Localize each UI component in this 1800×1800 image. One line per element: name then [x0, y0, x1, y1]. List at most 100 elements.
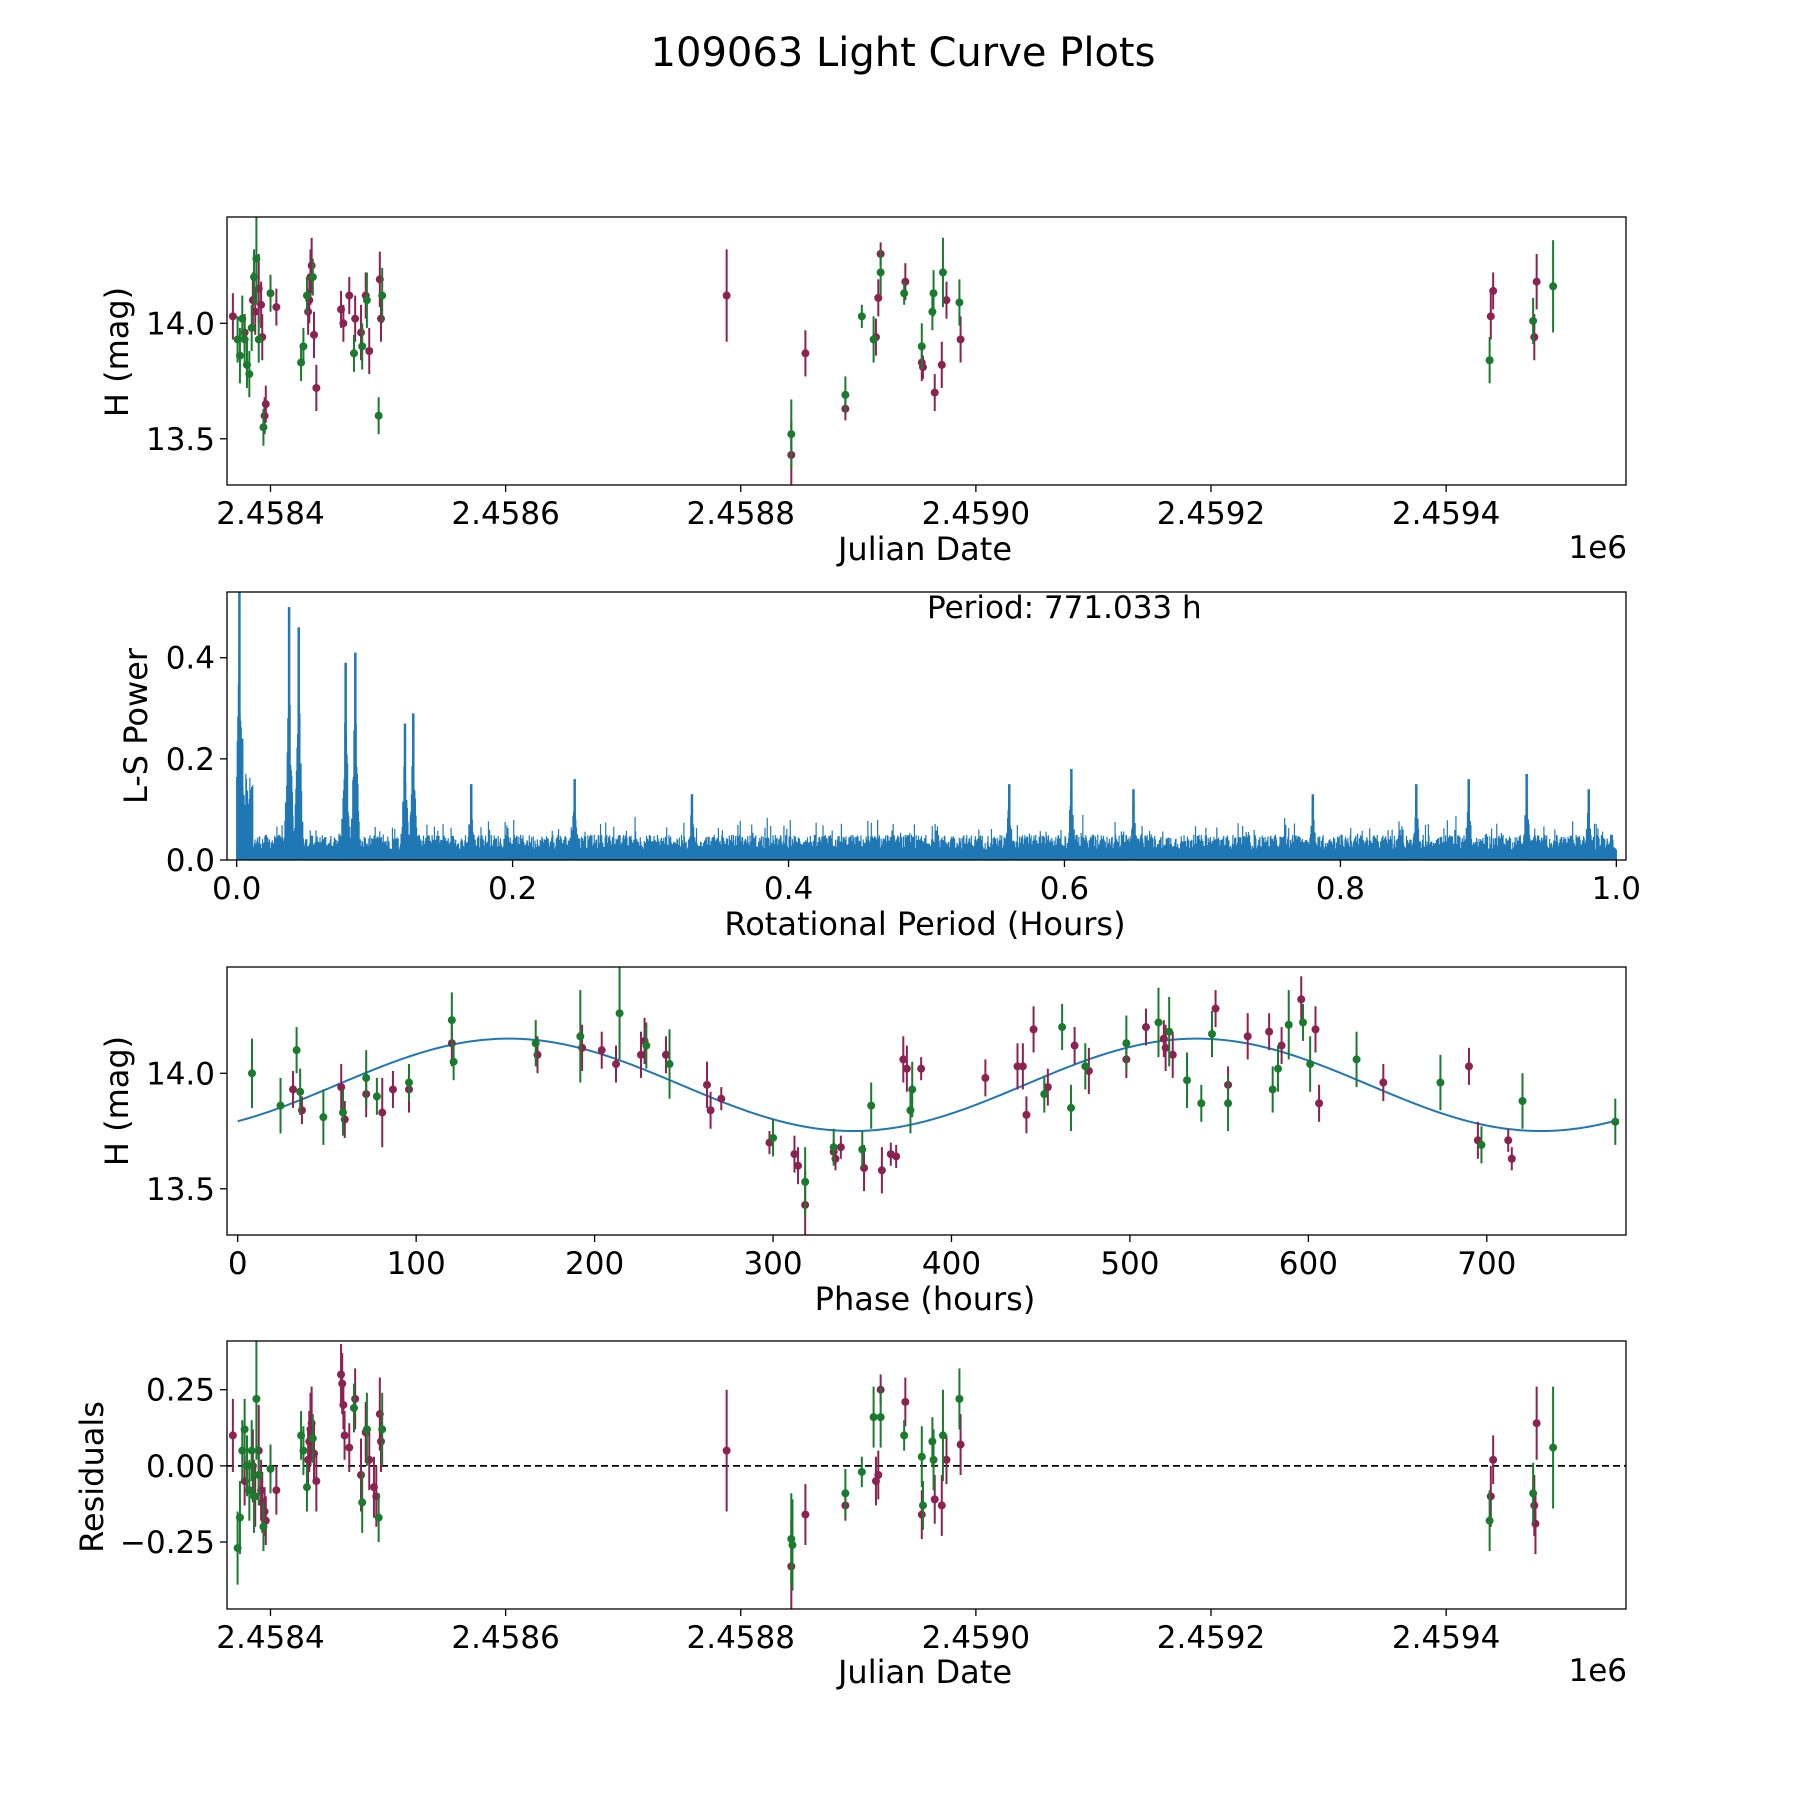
data-point-green	[245, 1486, 254, 1495]
x-tick-label: 2.4584	[216, 1620, 324, 1656]
data-point-maroon	[1141, 1023, 1150, 1032]
data-point-maroon	[1530, 333, 1539, 342]
data-point-green	[254, 1471, 263, 1479]
data-point-maroon	[272, 303, 281, 312]
data-point-green	[1284, 1020, 1293, 1029]
data-point-green	[1268, 1085, 1277, 1094]
data-point-green	[867, 1101, 876, 1110]
data-point-maroon	[377, 314, 386, 323]
data-point-green	[900, 289, 909, 298]
data-point-maroon	[790, 1150, 799, 1159]
data-point-maroon	[351, 314, 360, 323]
data-point-green	[308, 1434, 317, 1443]
data-point-green	[906, 1106, 915, 1115]
axes-frame	[226, 216, 1627, 486]
x-tick-label: 2.4590	[922, 1620, 1030, 1656]
data-point-maroon	[307, 261, 316, 270]
y-tick-label: 0.2	[166, 742, 215, 778]
data-point-maroon	[339, 1400, 348, 1409]
data-point-maroon	[378, 1108, 387, 1117]
fit-curve	[237, 1037, 1620, 1133]
data-point-green	[252, 1394, 261, 1403]
data-point-green	[254, 335, 263, 344]
data-point-maroon	[257, 300, 266, 309]
data-point-green	[876, 1413, 885, 1422]
x-tick-label: 2.4588	[687, 1620, 795, 1656]
data-point-maroon	[956, 335, 965, 344]
data-point-maroon	[902, 1064, 911, 1073]
data-point-green	[252, 254, 261, 263]
data-point-maroon	[722, 1446, 731, 1455]
data-point-maroon	[918, 363, 927, 372]
data-point-green	[374, 1513, 383, 1522]
data-point-maroon	[1504, 1136, 1513, 1145]
data-point-green	[250, 1492, 259, 1501]
x-tick-label: 2.4586	[451, 1620, 559, 1656]
data-point-maroon	[860, 1164, 869, 1172]
panel-periodogram-xlabel: Rotational Period (Hours)	[724, 905, 1125, 943]
data-point-green	[302, 291, 311, 300]
data-point-maroon	[874, 293, 883, 302]
data-point-maroon	[937, 360, 946, 369]
data-point-maroon	[260, 411, 269, 420]
data-point-maroon	[836, 1143, 845, 1152]
data-point-green	[955, 298, 964, 307]
data-point-green	[362, 296, 371, 305]
panel-residuals: Julian Date Residuals 1e6 2.4584 2.4586 2.…	[73, 1340, 1627, 1691]
data-point-green	[1529, 1489, 1538, 1498]
data-point-maroon	[1464, 1062, 1473, 1071]
data-point-maroon	[930, 388, 939, 397]
data-point-green	[302, 1483, 311, 1492]
data-point-green	[869, 1413, 878, 1422]
data-point-green	[235, 1513, 244, 1522]
data-point-maroon	[612, 1060, 621, 1069]
data-point-maroon	[304, 307, 313, 316]
data-point-maroon	[340, 1431, 349, 1440]
data-point-green	[918, 1501, 927, 1510]
data-point-green	[1611, 1117, 1620, 1126]
x-tick-label: 2.4588	[687, 496, 795, 532]
data-point-maroon	[703, 1080, 712, 1089]
x-tick-label: 2.4584	[216, 496, 324, 532]
data-point-green	[928, 307, 937, 316]
data-point-maroon	[877, 1166, 886, 1175]
panel-periodogram: Rotational Period (Hours) L-S Power Peri…	[117, 590, 1641, 943]
data-point-maroon	[717, 1094, 726, 1103]
axes-frame	[226, 1340, 1627, 1610]
data-point-green	[266, 289, 275, 298]
data-point-maroon	[942, 1455, 951, 1464]
data-point-maroon	[1315, 1099, 1324, 1108]
y-tick-label: 0.00	[146, 1449, 215, 1485]
figure-title: 109063 Light Curve Plots	[651, 30, 1156, 76]
panel-lightcurve-offset-label: 1e6	[1568, 530, 1627, 566]
data-point-maroon	[661, 1050, 670, 1059]
data-point-green	[378, 1425, 387, 1434]
data-point-green	[1529, 316, 1538, 325]
data-point-maroon	[1029, 1025, 1038, 1034]
data-point-maroon	[1530, 1501, 1539, 1510]
data-point-maroon	[339, 319, 348, 328]
data-point-green	[247, 1446, 256, 1455]
data-point-maroon	[260, 1507, 269, 1516]
data-point-green	[338, 1108, 347, 1117]
data-point-green	[576, 1032, 585, 1041]
panel-lightcurve-ylabel: H (mag)	[98, 287, 136, 417]
data-point-green	[858, 1145, 867, 1154]
data-point-maroon	[1379, 1078, 1388, 1087]
data-point-maroon	[1243, 1032, 1252, 1041]
data-point-green	[266, 1464, 275, 1473]
data-point-maroon	[261, 400, 270, 409]
data-point-green	[938, 268, 947, 277]
data-point-green	[1197, 1099, 1206, 1108]
data-point-green	[449, 1057, 458, 1066]
data-point-maroon	[272, 1486, 281, 1495]
data-point-green	[787, 430, 796, 439]
data-point-green	[1224, 1099, 1233, 1108]
data-point-green	[1436, 1078, 1445, 1087]
data-point-maroon	[1043, 1083, 1052, 1092]
data-point-green	[1485, 356, 1494, 365]
data-point-green	[908, 1085, 917, 1094]
y-tick-label: 0.0	[166, 843, 215, 879]
data-point-green	[1208, 1030, 1217, 1038]
